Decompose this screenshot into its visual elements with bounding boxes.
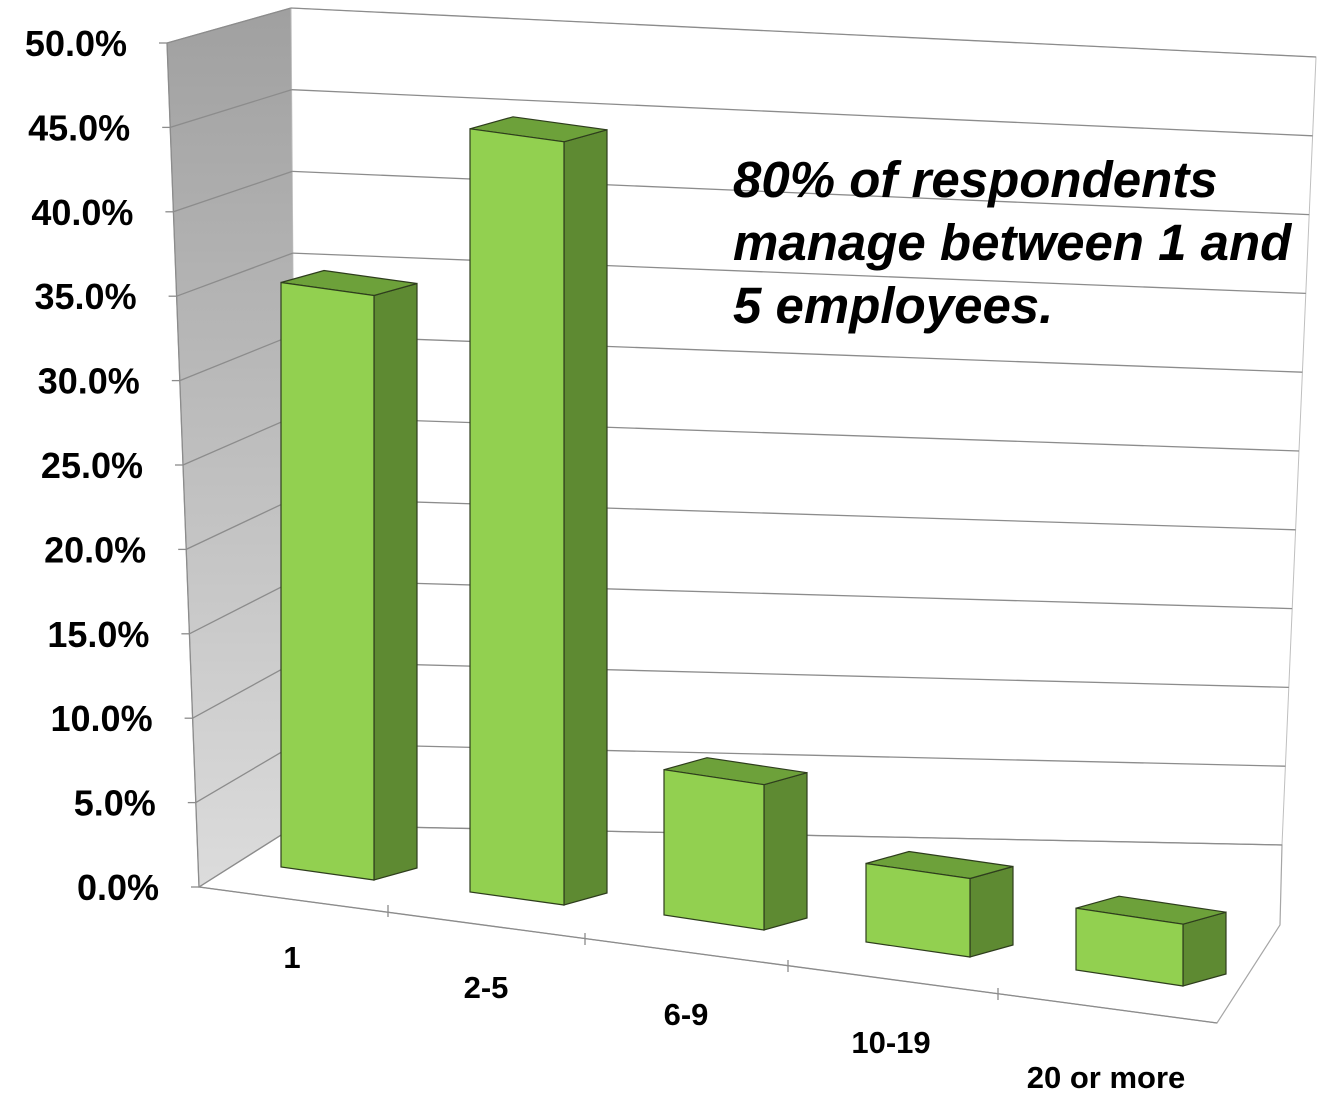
y-tick-label: 5.0% bbox=[74, 783, 156, 824]
gridline-side bbox=[195, 742, 297, 804]
bar-side bbox=[1182, 911, 1227, 987]
bar-front bbox=[1075, 907, 1184, 987]
bar-6-9 bbox=[663, 757, 808, 931]
bar-front bbox=[663, 769, 765, 931]
bar-side bbox=[763, 771, 808, 931]
x-tick-label: 20 or more bbox=[1027, 1060, 1186, 1094]
chart-annotation: 80% of respondents manage between 1 and … bbox=[733, 151, 1292, 334]
y-tick-label: 30.0% bbox=[38, 361, 140, 402]
gridline-back bbox=[292, 252, 1306, 295]
x-tick-label: 10-19 bbox=[851, 1025, 930, 1060]
y-tick-label: 35.0% bbox=[35, 276, 137, 317]
gridline-back bbox=[294, 497, 1296, 531]
y-axis-line bbox=[166, 42, 200, 888]
y-tick-label: 15.0% bbox=[47, 614, 149, 655]
bar-side bbox=[563, 129, 608, 906]
bar-2-5 bbox=[469, 116, 608, 906]
x-tick-label: 2-5 bbox=[464, 970, 509, 1005]
x-tick-label: 1 bbox=[283, 940, 300, 975]
gridline-side bbox=[185, 497, 295, 550]
x-axis-line bbox=[198, 886, 1218, 1024]
gridline-side bbox=[170, 89, 292, 129]
bar-front bbox=[865, 862, 971, 958]
back-wall bbox=[290, 7, 1317, 846]
x-axis-tick-labels: 1 2-5 6-9 10-19 20 or more bbox=[283, 940, 1185, 1094]
y-tick-label: 40.0% bbox=[31, 192, 133, 233]
bar-front bbox=[469, 128, 565, 906]
bar-front bbox=[280, 281, 375, 881]
y-tick-label: 25.0% bbox=[41, 445, 143, 486]
gridline-back bbox=[295, 660, 1289, 689]
y-tick-label: 45.0% bbox=[28, 107, 130, 148]
bar-20 or more bbox=[1075, 895, 1227, 987]
gridline-back bbox=[295, 579, 1293, 610]
gridline-back bbox=[293, 415, 1300, 452]
bar-side bbox=[373, 282, 418, 881]
gridline-back bbox=[291, 89, 1313, 137]
gridline-back bbox=[293, 334, 1303, 373]
gridline-side bbox=[182, 415, 295, 466]
gridline-back bbox=[292, 170, 1310, 216]
y-axis-tick-labels: 0.0% 5.0% 10.0% 15.0% 20.0% 25.0% 30.0% 35.0% 40… bbox=[25, 23, 159, 908]
gridline-side bbox=[173, 170, 293, 213]
bar-1 bbox=[280, 269, 418, 881]
gridline-back bbox=[290, 7, 1317, 58]
gridlines bbox=[166, 7, 1317, 888]
gridline-side bbox=[192, 661, 297, 719]
x-tick-label: 6-9 bbox=[664, 997, 709, 1032]
y-tick-label: 50.0% bbox=[25, 23, 127, 64]
bar-10-19 bbox=[865, 850, 1014, 958]
gridline-back bbox=[296, 742, 1286, 767]
gridline-side bbox=[166, 7, 292, 44]
bars bbox=[280, 116, 1227, 987]
axes bbox=[159, 42, 1218, 1024]
gridline-side bbox=[179, 334, 294, 382]
bar-side bbox=[969, 865, 1014, 958]
gridline-side bbox=[176, 252, 294, 297]
gridline-side bbox=[189, 579, 296, 635]
y-tick-label: 0.0% bbox=[77, 867, 159, 908]
y-tick-label: 10.0% bbox=[51, 698, 153, 739]
y-tick-label: 20.0% bbox=[44, 529, 146, 570]
